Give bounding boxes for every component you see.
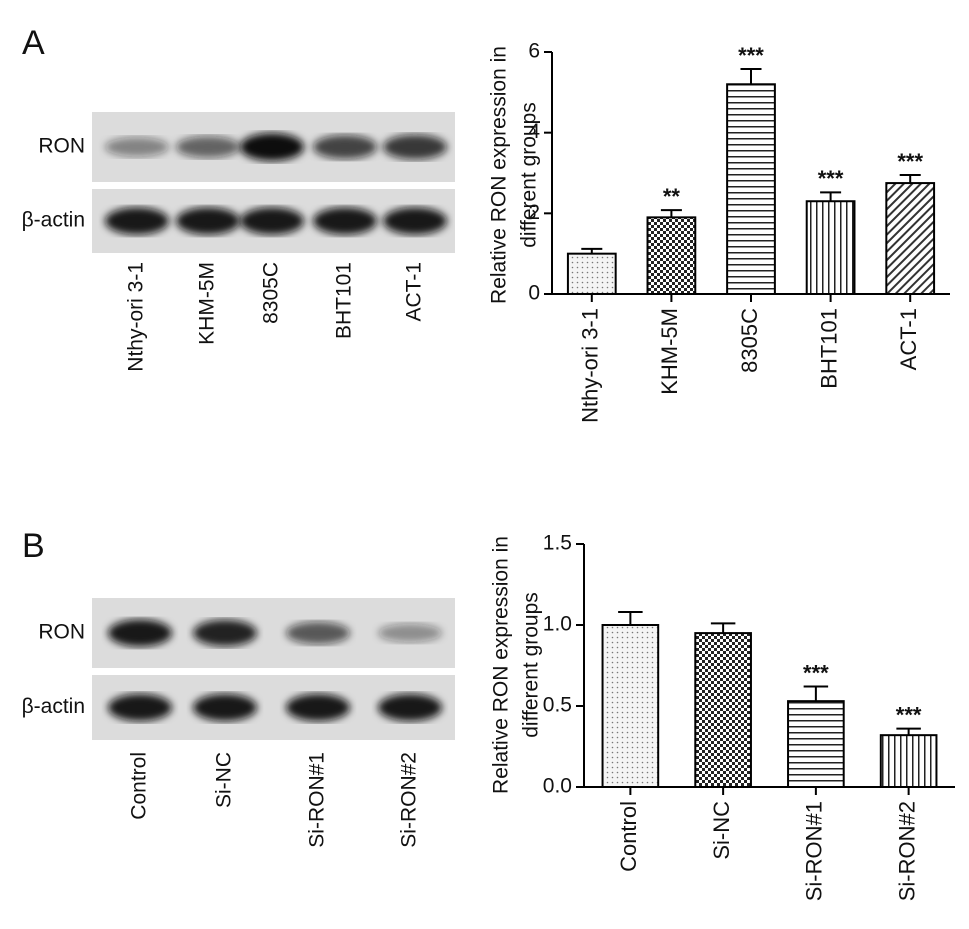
blot-band: [383, 207, 447, 235]
y-axis-label: Relative RON expression in: [490, 536, 513, 794]
blot-band: [105, 207, 169, 235]
blot-lane-label: KHM-5M: [196, 262, 219, 345]
x-tick-label: Control: [616, 801, 641, 872]
blot-lane-label: Nthy-ori 3-1: [125, 262, 148, 372]
bar: [566, 252, 617, 296]
blot-band: [378, 623, 442, 643]
blot-band: [286, 693, 350, 722]
x-tick-label: ACT-1: [896, 308, 921, 370]
x-tick-label: 8305C: [737, 308, 762, 373]
error-bar: [820, 191, 842, 202]
bar: [879, 734, 938, 788]
y-tick-label: 0.0: [543, 775, 572, 798]
y-tick-label: 1.0: [543, 613, 572, 636]
blot-band: [108, 693, 172, 722]
blot-band: [240, 133, 304, 161]
significance-label: **: [663, 184, 681, 209]
error-bar: [581, 247, 603, 254]
bar: [646, 216, 697, 295]
blot-lane-label: 8305C: [260, 262, 283, 324]
blot-band: [378, 693, 442, 722]
bar: [726, 83, 776, 296]
blot-band: [383, 134, 447, 160]
panel-label: B: [22, 527, 45, 565]
error-bar: [660, 209, 682, 218]
blot-row-label: β-actin: [22, 695, 85, 718]
y-tick-label: 0: [528, 282, 540, 305]
bar: [694, 632, 752, 788]
y-tick-label: 1.5: [543, 532, 572, 555]
significance-label: ***: [818, 166, 844, 191]
y-axis-label: different groups: [518, 102, 541, 248]
error-bar: [710, 622, 736, 634]
blot-band: [105, 137, 169, 157]
blot-band: [313, 135, 377, 159]
blot-band: [286, 621, 350, 645]
x-tick-label: Si-RON#2: [894, 801, 919, 901]
significance-label: ***: [897, 149, 923, 174]
error-bar: [896, 727, 921, 736]
bar: [885, 182, 936, 295]
x-tick-label: Si-NC: [709, 801, 734, 860]
bar: [787, 700, 845, 789]
y-tick-label: 0.5: [543, 694, 572, 717]
blot-band: [313, 207, 377, 235]
blot-lane-label: BHT101: [333, 262, 356, 339]
error-bar: [740, 67, 762, 85]
blot-row-label: RON: [38, 135, 85, 158]
blot-lane-label: Si-NC: [213, 752, 236, 808]
error-bar: [803, 685, 829, 702]
blot-band: [193, 693, 257, 722]
blot-lane-label: ACT-1: [403, 262, 426, 322]
error-bar: [899, 174, 921, 184]
blot-lane-label: Si-RON#2: [398, 752, 421, 848]
bar: [601, 624, 660, 788]
significance-label: ***: [896, 702, 922, 727]
x-tick-label: KHM-5M: [657, 308, 682, 395]
blot-lane-label: Control: [128, 752, 151, 820]
y-tick-label: 6: [528, 40, 540, 63]
y-tick-label: 2: [528, 201, 540, 224]
x-tick-label: Nthy-ori 3-1: [578, 308, 603, 423]
blot-band: [176, 207, 240, 235]
blot-lane-label: Si-RON#1: [306, 752, 329, 848]
blot-band: [108, 619, 172, 647]
blot-row-label: β-actin: [22, 209, 85, 232]
error-bar: [618, 611, 643, 625]
significance-label: ***: [803, 660, 829, 685]
x-tick-label: Si-RON#1: [802, 801, 827, 901]
x-tick-label: BHT101: [816, 308, 841, 389]
blot-band: [240, 207, 304, 235]
y-tick-label: 4: [528, 120, 540, 143]
panel-label: A: [22, 24, 45, 62]
blot-row-label: RON: [38, 621, 85, 644]
significance-label: ***: [738, 43, 764, 68]
y-axis-label: Relative RON expression in: [488, 46, 511, 304]
blot-band: [193, 619, 257, 647]
bar: [805, 200, 856, 296]
blot-band: [176, 136, 240, 158]
y-axis-label: different groups: [520, 592, 543, 738]
